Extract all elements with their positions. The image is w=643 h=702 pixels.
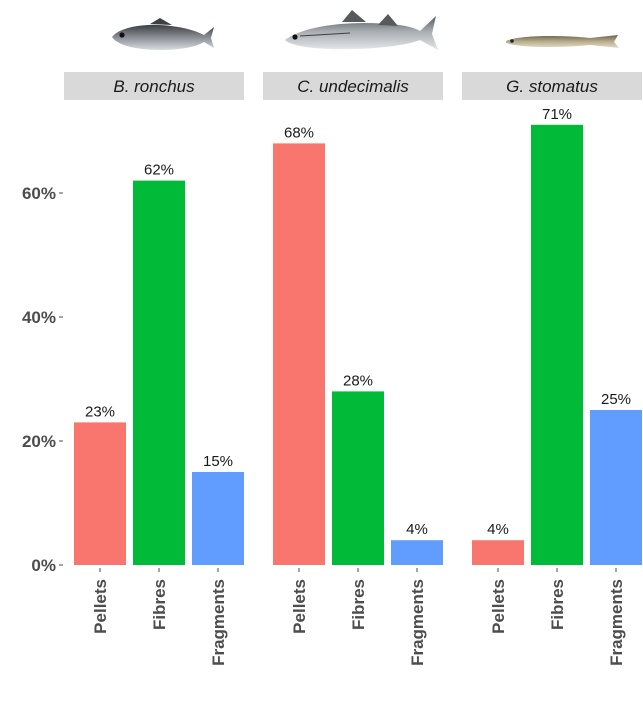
x-tick-label-c-undecimalis-fibres: Fibres (349, 579, 368, 630)
fish-icon-snook (285, 10, 438, 50)
facet-strip-g-stomatus (462, 72, 642, 100)
fish-icon-seabass (112, 18, 214, 50)
data-label-c-undecimalis-fibres: 28% (343, 372, 373, 389)
data-label-b-ronchus-fibres: 62% (144, 162, 174, 179)
x-tick-label-b-ronchus-fragments: Fragments (209, 579, 228, 666)
bar-b-ronchus-pellets (74, 422, 126, 565)
data-label-c-undecimalis-fragments: 4% (406, 521, 428, 538)
bar-c-undecimalis-fragments (391, 540, 443, 565)
y-tick-label-0: 0% (31, 556, 56, 575)
data-label-c-undecimalis-pellets: 68% (284, 124, 314, 141)
bar-g-stomatus-fibres (531, 124, 583, 566)
x-tick-label-g-stomatus-pellets: Pellets (489, 579, 508, 634)
data-label-b-ronchus-fragments: 15% (203, 453, 233, 470)
data-label-g-stomatus-fibres: 71% (542, 106, 572, 123)
facet-strip-b-ronchus (64, 72, 244, 100)
fish-icon-ribbon (506, 35, 619, 48)
facet-strip-label-b-ronchus: B. ronchus (113, 77, 195, 96)
y-tick-label-40: 40% (22, 308, 56, 327)
x-tick-label-c-undecimalis-fragments: Fragments (408, 579, 427, 666)
bar-c-undecimalis-pellets (273, 143, 325, 565)
facet-strip-c-undecimalis (263, 72, 443, 100)
x-tick-label-g-stomatus-fibres: Fibres (548, 579, 567, 630)
x-tick-label-g-stomatus-fragments: Fragments (607, 579, 626, 666)
y-tick-label-60: 60% (22, 184, 56, 203)
bar-b-ronchus-fibres (133, 180, 185, 565)
data-label-g-stomatus-pellets: 4% (487, 521, 509, 538)
data-label-b-ronchus-pellets: 23% (85, 403, 115, 420)
x-tick-label-b-ronchus-fibres: Fibres (150, 579, 169, 630)
data-label-g-stomatus-fragments: 25% (601, 391, 631, 408)
bar-g-stomatus-pellets (472, 540, 524, 565)
x-tick-label-c-undecimalis-pellets: Pellets (290, 579, 309, 634)
bar-b-ronchus-fragments (192, 472, 244, 565)
facet-strip-label-g-stomatus: G. stomatus (506, 77, 598, 96)
bar-g-stomatus-fragments (590, 410, 642, 565)
bar-c-undecimalis-fibres (332, 391, 384, 565)
x-tick-label-b-ronchus-pellets: Pellets (91, 579, 110, 634)
facet-strip-label-c-undecimalis: C. undecimalis (297, 77, 409, 96)
y-tick-label-20: 20% (22, 432, 56, 451)
